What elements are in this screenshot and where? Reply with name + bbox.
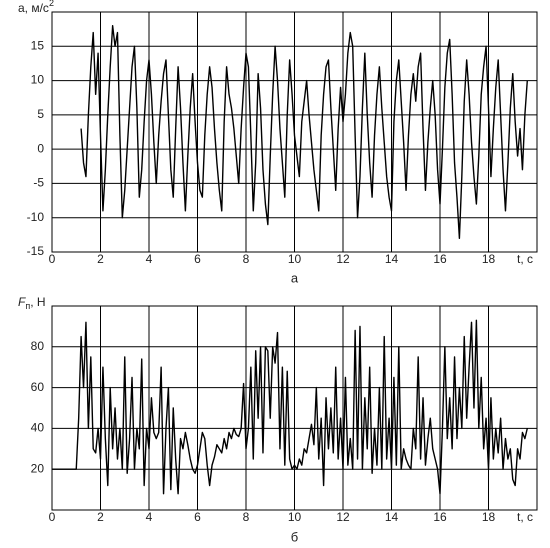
- x-tick-label: 16: [433, 252, 447, 266]
- y-tick-label: -15: [27, 244, 45, 258]
- plot-frame: [51, 11, 538, 253]
- subtitle: а: [291, 270, 299, 285]
- x-tick-label: 2: [97, 252, 104, 266]
- y-axis-label-sup: 2: [49, 0, 54, 8]
- y-tick-label: 20: [31, 461, 45, 475]
- x-tick-label: 12: [336, 510, 350, 524]
- x-tick-label: 18: [482, 510, 496, 524]
- x-tick-label: 6: [194, 252, 201, 266]
- y-tick-label: -5: [33, 176, 44, 190]
- y-tick-label: 15: [31, 38, 45, 52]
- x-tick-label: 12: [336, 252, 350, 266]
- y-axis-label: a, м/с2: [18, 0, 54, 15]
- x-tick-label: 4: [146, 510, 153, 524]
- x-axis-label: t, c: [517, 252, 533, 266]
- subtitle: б: [291, 529, 298, 544]
- x-tick-label: 10: [288, 252, 302, 266]
- y-tick-label: 0: [37, 141, 44, 155]
- plot-frame: [51, 305, 538, 511]
- x-tick-label: 2: [97, 510, 104, 524]
- y-axis-label-text: a, м/с: [18, 1, 49, 15]
- x-axis-label: t, c: [517, 510, 533, 524]
- y-tick-label: 80: [31, 339, 45, 353]
- x-tick-label: 16: [433, 510, 447, 524]
- y-axis-label-sub: п: [25, 301, 30, 311]
- y-tick-label: 5: [37, 107, 44, 121]
- x-tick-label: 10: [288, 510, 302, 524]
- y-tick-label: 40: [31, 421, 45, 435]
- x-tick-label: 14: [385, 510, 399, 524]
- x-tick-label: 18: [482, 252, 496, 266]
- x-tick-label: 4: [146, 252, 153, 266]
- x-tick-label: 0: [49, 252, 56, 266]
- y-tick-label: -10: [27, 210, 45, 224]
- y-axis-label: Fп, Н: [18, 295, 46, 311]
- x-tick-label: 8: [243, 510, 250, 524]
- x-tick-label: 8: [243, 252, 250, 266]
- data-line: [80, 25, 528, 239]
- x-tick-label: 6: [194, 510, 201, 524]
- data-line: [52, 319, 528, 495]
- y-axis-label-suffix: , Н: [30, 295, 45, 309]
- y-axis-label-text: F: [18, 295, 26, 309]
- y-tick-label: 10: [31, 73, 45, 87]
- x-tick-label: 0: [49, 510, 56, 524]
- y-tick-label: 60: [31, 380, 45, 394]
- x-tick-label: 14: [385, 252, 399, 266]
